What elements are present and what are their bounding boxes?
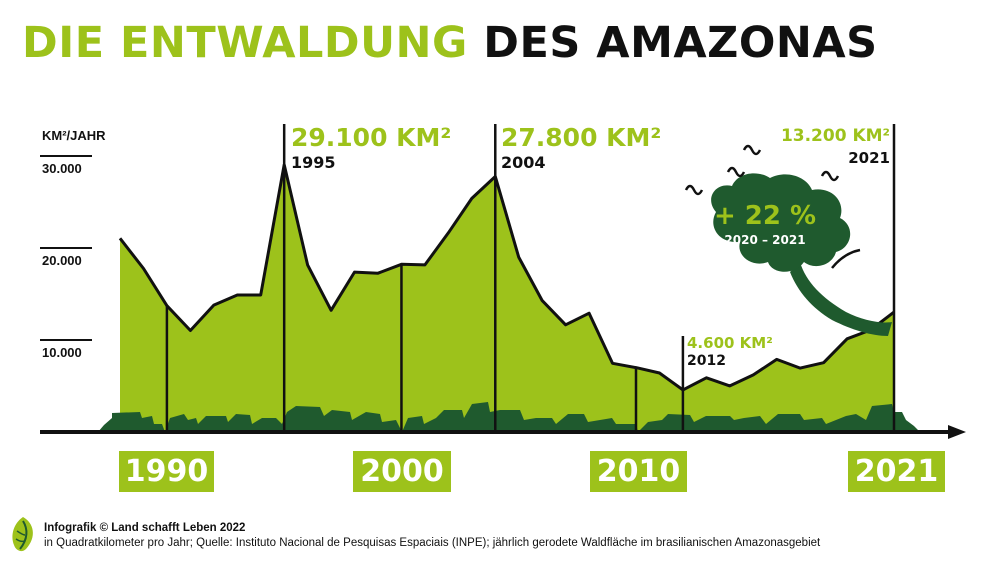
y-tick-10000: 10.000 xyxy=(42,345,82,360)
annotation-1995-year: 1995 xyxy=(291,153,336,172)
y-tick-30000: 30.000 xyxy=(42,161,82,176)
annotation-2004-value: 27.800 KM² xyxy=(501,123,661,152)
forest-silhouette xyxy=(98,402,920,432)
title-rest: DES AMAZONAS xyxy=(483,18,878,68)
footer-credit: Infografik © Land schafft Leben 2022 xyxy=(44,522,246,534)
deforestation-line xyxy=(118,163,895,392)
annotation-2012-year: 2012 xyxy=(687,353,726,369)
annotations: 29.100 KM² 1995 27.800 KM² 2004 4.600 KM… xyxy=(291,123,890,369)
reference-lines xyxy=(165,124,896,432)
tree-illustration: + 22 % 2020 – 2021 xyxy=(684,144,892,336)
x-label-2000: 2000 xyxy=(353,451,451,492)
deforestation-area xyxy=(120,164,894,432)
x-axis xyxy=(40,425,966,439)
footer: Infografik © Land schafft Leben 2022 in … xyxy=(44,521,820,551)
y-axis-label: KM²/JAHR xyxy=(42,128,106,143)
annotation-2012-value: 4.600 KM² xyxy=(687,334,773,352)
x-label-2021: 2021 xyxy=(848,451,945,492)
callout-percent: + 22 % xyxy=(714,201,816,231)
annotation-1995-value: 29.100 KM² xyxy=(291,123,451,152)
annotation-2021-year: 2021 xyxy=(848,149,890,167)
leaf-logo-icon xyxy=(12,517,33,552)
title-accent: DIE ENTWALDUNG xyxy=(22,18,468,68)
axis-arrow-icon xyxy=(948,425,966,439)
x-label-2010: 2010 xyxy=(590,451,687,492)
y-axis: KM²/JAHR 30.000 20.000 10.000 xyxy=(40,128,106,360)
footer-source: in Quadratkilometer pro Jahr; Quelle: In… xyxy=(44,537,821,549)
callout-years: 2020 – 2021 xyxy=(724,233,805,247)
annotation-2004-year: 2004 xyxy=(501,153,546,172)
x-label-1990: 1990 xyxy=(119,451,214,492)
annotation-2021-value: 13.200 KM² xyxy=(781,126,890,146)
y-tick-20000: 20.000 xyxy=(42,253,82,268)
page-title: DIE ENTWALDUNG DES AMAZONAS xyxy=(22,18,878,68)
